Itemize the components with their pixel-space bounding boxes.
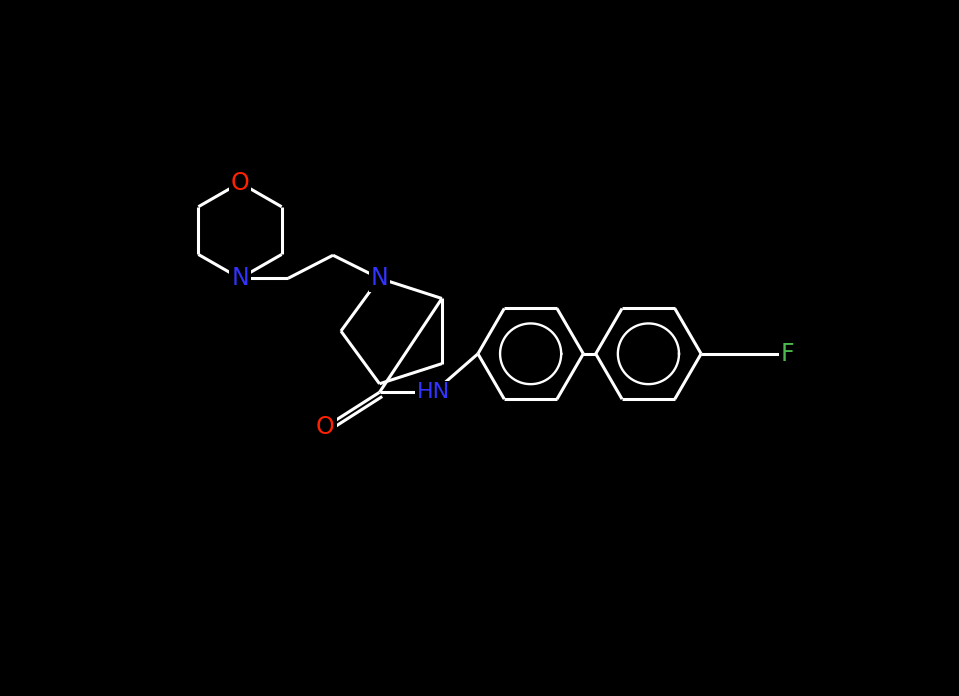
Text: F: F [782,342,795,366]
Text: HN: HN [417,382,451,402]
Text: O: O [230,171,249,195]
Text: N: N [370,267,388,290]
Text: O: O [316,415,335,439]
Text: N: N [231,267,249,290]
